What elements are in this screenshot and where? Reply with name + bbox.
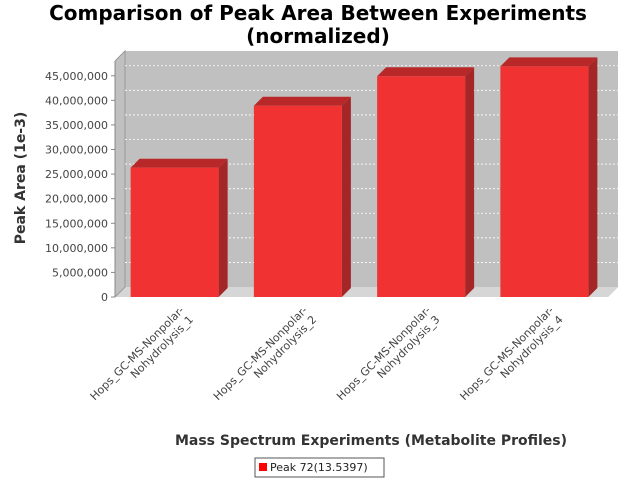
plot-floor — [115, 287, 618, 297]
y-tick-label: 45,000,000 — [45, 70, 108, 83]
bar-top — [130, 158, 228, 168]
bar — [377, 67, 475, 297]
bar-front — [130, 167, 219, 297]
y-tick-label: 30,000,000 — [45, 144, 108, 157]
plot-area — [114, 49, 618, 298]
legend-swatch — [259, 463, 267, 471]
legend-label: Peak 72(13.5397) — [270, 461, 368, 474]
bar-top — [377, 67, 475, 77]
y-tick-label: 10,000,000 — [45, 242, 108, 255]
plot-left-wall — [114, 49, 126, 298]
bar-side — [588, 57, 598, 298]
bar — [500, 57, 598, 298]
chart-subtitle: (normalized) — [246, 24, 390, 48]
bar — [130, 158, 228, 297]
bar — [253, 96, 351, 297]
bar-front — [500, 66, 589, 298]
bars — [130, 57, 598, 298]
bar-front — [377, 76, 466, 297]
y-tick-label: 20,000,000 — [45, 193, 108, 206]
bar-front — [253, 105, 342, 297]
y-axis-title: Peak Area (1e-3) — [13, 112, 29, 245]
bar-side — [218, 158, 228, 297]
x-tick-label: Hops_GC-MS-Nonpolar-Nohydrolysis_1 — [88, 304, 196, 412]
bar-top — [500, 57, 598, 67]
y-tick-label: 15,000,000 — [45, 217, 108, 230]
legend-box — [254, 457, 385, 478]
chart-title: Comparison of Peak Area Between Experime… — [49, 1, 587, 25]
x-tick-label: Hops_GC-MS-Nonpolar-Nohydrolysis_3 — [334, 304, 442, 412]
y-tick-label: 5,000,000 — [52, 266, 108, 279]
x-tick-label: Hops_GC-MS-Nonpolar-Nohydrolysis_2 — [211, 304, 319, 412]
y-axis: 0 5,000,000 10,000,000 15,000,000 20,000,000… — [45, 61, 116, 304]
y-tick-label: 35,000,000 — [45, 119, 108, 132]
legend: Peak 72(13.5397) — [254, 457, 385, 478]
x-axis-title: Mass Spectrum Experiments (Metabolite Pr… — [175, 433, 567, 449]
plot-background — [115, 51, 618, 297]
x-tick-label: Hops_GC-MS-Nonpolar-Nohydrolysis_4 — [457, 304, 565, 412]
y-tick-label: 40,000,000 — [45, 94, 108, 107]
y-tick-label: 25,000,000 — [45, 168, 108, 181]
bar-top — [253, 96, 351, 106]
y-tick-label: 0 — [101, 291, 108, 304]
bar-side — [465, 67, 475, 297]
x-axis: Hops_GC-MS-Nonpolar-Nohydrolysis_1 Hops_G… — [88, 304, 566, 412]
bar-side — [341, 96, 351, 297]
